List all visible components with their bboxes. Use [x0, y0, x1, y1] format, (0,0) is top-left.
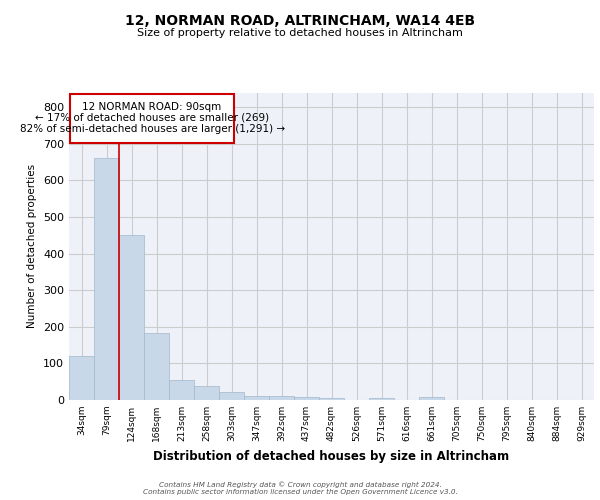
- Text: 12, NORMAN ROAD, ALTRINCHAM, WA14 4EB: 12, NORMAN ROAD, ALTRINCHAM, WA14 4EB: [125, 14, 475, 28]
- Bar: [119, 236, 144, 400]
- Bar: [319, 398, 344, 400]
- FancyBboxPatch shape: [70, 94, 234, 142]
- Bar: [169, 380, 194, 400]
- Bar: [244, 396, 269, 400]
- Text: Size of property relative to detached houses in Altrincham: Size of property relative to detached ho…: [137, 28, 463, 38]
- Bar: [294, 398, 319, 400]
- Bar: [369, 398, 394, 400]
- X-axis label: Distribution of detached houses by size in Altrincham: Distribution of detached houses by size …: [154, 450, 509, 462]
- Bar: [419, 397, 444, 400]
- Bar: [94, 158, 119, 400]
- Y-axis label: Number of detached properties: Number of detached properties: [28, 164, 37, 328]
- Bar: [194, 386, 219, 400]
- Text: 12 NORMAN ROAD: 90sqm: 12 NORMAN ROAD: 90sqm: [83, 102, 222, 113]
- Bar: [219, 392, 244, 400]
- Text: Contains HM Land Registry data © Crown copyright and database right 2024.
Contai: Contains HM Land Registry data © Crown c…: [143, 481, 457, 495]
- Text: ← 17% of detached houses are smaller (269): ← 17% of detached houses are smaller (26…: [35, 112, 269, 122]
- Bar: [269, 396, 294, 400]
- Bar: [144, 333, 169, 400]
- Bar: [69, 356, 94, 400]
- Text: 82% of semi-detached houses are larger (1,291) →: 82% of semi-detached houses are larger (…: [20, 124, 284, 134]
